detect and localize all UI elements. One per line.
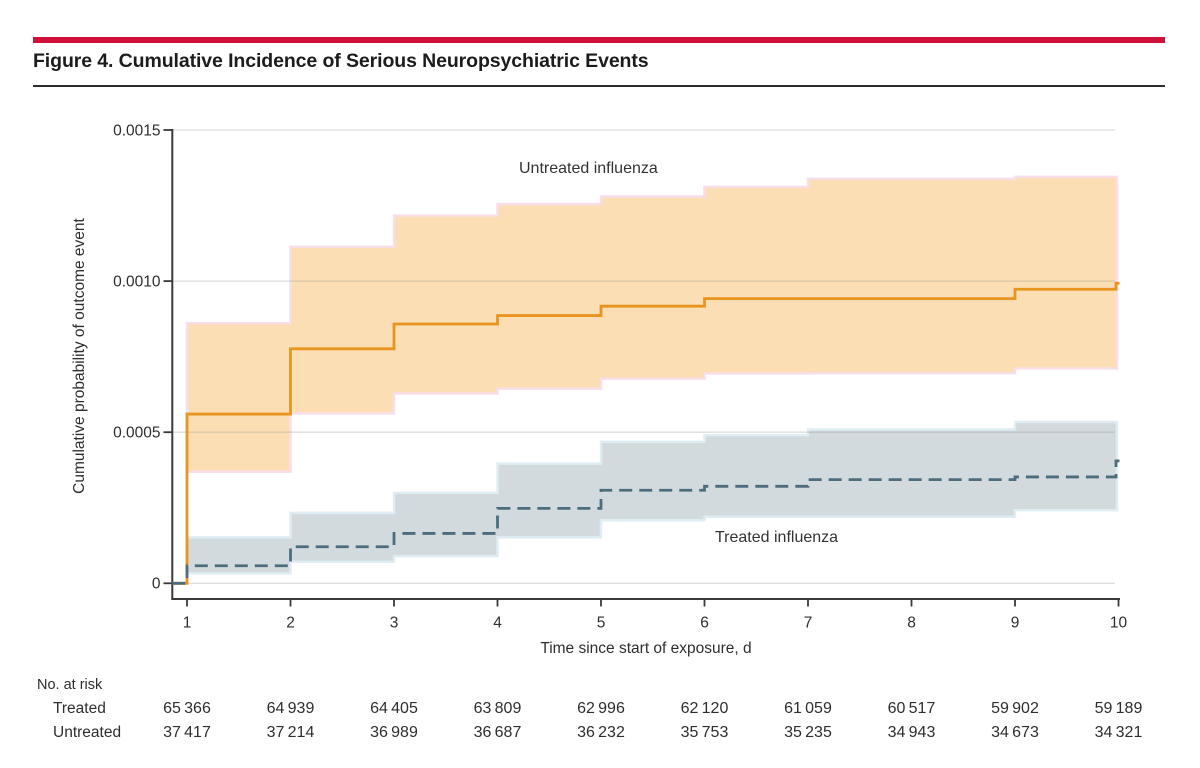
y-tick-label: 0.0005	[113, 425, 160, 442]
risk-cell: 36 232	[577, 724, 625, 741]
x-tick-label: 5	[597, 615, 606, 632]
risk-cell: 59 902	[991, 700, 1039, 717]
risk-cell: 35 753	[680, 724, 729, 741]
x-tick-label: 6	[700, 615, 709, 632]
y-axis-label: Cumulative probability of outcome event	[71, 218, 88, 494]
risk-cell: 37 214	[266, 724, 315, 741]
accent-bar	[33, 37, 1165, 43]
x-tick-label: 1	[183, 615, 192, 632]
risk-table-heading: No. at risk	[37, 677, 103, 693]
treated-confidence-band	[185, 420, 1119, 575]
untreated-curve-label: Untreated influenza	[519, 160, 658, 177]
risk-cell: 59 189	[1094, 700, 1143, 717]
untreated-curve	[172, 281, 1120, 585]
risk-cell: 62 996	[577, 700, 625, 717]
x-tick-label: 8	[907, 615, 916, 632]
treated-curve	[172, 459, 1120, 585]
risk-cell: 34 673	[991, 724, 1039, 741]
x-tick-label: 9	[1011, 615, 1020, 632]
x-axis-label: Time since start of exposure, d	[540, 640, 752, 657]
risk-cell: 65 366	[163, 700, 211, 717]
risk-row-label-untreated: Untreated	[53, 724, 122, 741]
risk-cell: 64 939	[266, 700, 315, 717]
risk-cell: 34 943	[887, 724, 936, 741]
risk-cell: 36 989	[370, 724, 418, 741]
risk-cell: 36 687	[473, 724, 522, 741]
risk-cell: 37 417	[163, 724, 211, 741]
x-tick-label: 7	[804, 615, 813, 632]
header-divider	[33, 85, 1165, 87]
y-tick-label: 0.0010	[113, 273, 161, 290]
x-tick-label: 3	[390, 615, 399, 632]
risk-cell: 35 235	[784, 724, 832, 741]
risk-cell: 34 321	[1094, 724, 1143, 741]
x-tick-label: 2	[286, 615, 295, 632]
risk-cell: 62 120	[680, 700, 729, 717]
treated-curve-label: Treated influenza	[715, 529, 839, 546]
y-tick-label: 0.0015	[113, 122, 160, 139]
risk-row-label-treated: Treated	[53, 700, 106, 717]
x-tick-label: 4	[493, 615, 502, 632]
risk-cell: 63 809	[473, 700, 522, 717]
risk-cell: 61 059	[784, 700, 832, 717]
y-tick-label: 0	[152, 576, 161, 593]
risk-cell: 60 517	[887, 700, 936, 717]
x-tick-label: 10	[1110, 615, 1128, 632]
untreated-confidence-band	[185, 175, 1119, 473]
figure-title: Figure 4. Cumulative Incidence of Seriou…	[33, 50, 649, 72]
risk-cell: 64 405	[370, 700, 418, 717]
